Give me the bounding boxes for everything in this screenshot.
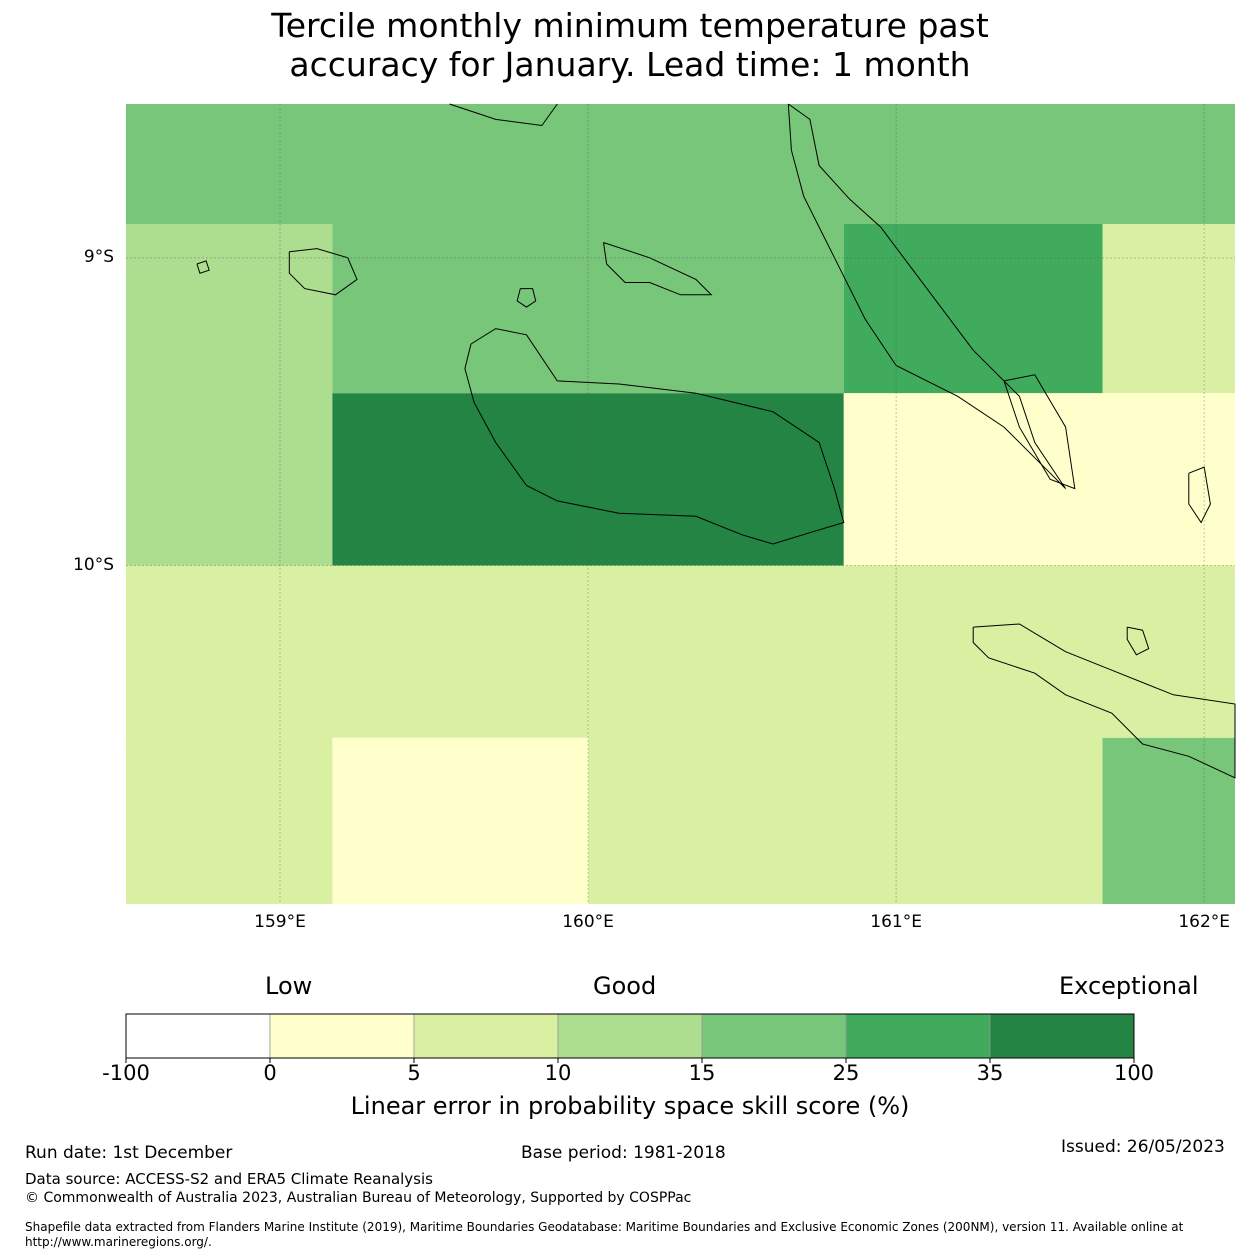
lon-label: 159°E [254, 912, 306, 932]
colorbar-tick-label: 35 [976, 1061, 1004, 1085]
coastline-savo [516, 288, 537, 308]
skill-cell-9 [126, 737, 333, 904]
title-line-1: Tercile monthly minimum temperature past [271, 6, 989, 45]
colorbar-bin-2 [269, 1013, 415, 1059]
coastline-guadalcanal [464, 328, 845, 545]
colorbar-bin-6 [845, 1013, 991, 1059]
colorbar-label: Linear error in probability space skill … [350, 1092, 910, 1120]
run-date: Run date: 1st December [25, 1143, 233, 1163]
coastline-small-malaita [1003, 374, 1076, 490]
colorbar-bin-5 [701, 1013, 847, 1059]
title-line-2: accuracy for January. Lead time: 1 month [289, 45, 971, 84]
lon-label: 161°E [870, 912, 922, 932]
colorbar-tick-label: 5 [407, 1061, 421, 1085]
lat-label: 10°S [73, 554, 114, 575]
colorbar-bin-1 [125, 1013, 271, 1059]
colorbar-tick-label: 10 [544, 1061, 572, 1085]
lon-label: 162°E [1178, 912, 1231, 932]
chart-title: Tercile monthly minimum temperature past… [0, 6, 1260, 84]
colorbar-bin-7 [989, 1013, 1135, 1059]
skill-cell-2 [126, 224, 333, 566]
skill-cells [126, 104, 1235, 904]
colorbar-tick-label: 15 [688, 1061, 716, 1085]
category-low: Low [265, 972, 313, 1000]
coastlines [196, 103, 1236, 779]
skill-cell-1 [126, 104, 1235, 224]
coastline-florida-islands [603, 242, 713, 296]
colorbar-outline [125, 1013, 1135, 1059]
category-exceptional: Exceptional [1059, 972, 1199, 1000]
colorbar-tick-label: -100 [102, 1061, 150, 1085]
lat-label: 9°S [83, 246, 114, 267]
colorbar [125, 1013, 1135, 1063]
skill-cell-10 [332, 737, 589, 904]
skill-cell-4 [843, 224, 1103, 394]
base-period: Base period: 1981-2018 [521, 1143, 726, 1163]
map-figure [126, 103, 1236, 904]
colorbar-tick-label: 0 [263, 1061, 277, 1085]
category-good: Good [593, 972, 657, 1000]
skill-cell-7 [843, 393, 1235, 566]
coastline-eastern-islet [1188, 466, 1211, 524]
coastline-russell-islands [288, 248, 358, 296]
colorbar-bin-4 [557, 1013, 703, 1059]
colorbar-tick-label: 25 [832, 1061, 860, 1085]
coastline-makira [972, 623, 1236, 779]
skill-cell-5 [1102, 224, 1235, 394]
skill-cell-8 [126, 565, 1235, 738]
lon-label: 160°E [562, 912, 614, 932]
gridlines [126, 104, 1235, 904]
skill-cell-3 [332, 224, 844, 394]
coastline-nggela-north [449, 103, 558, 127]
skill-cell-12 [1102, 737, 1235, 904]
skill-cell-11 [588, 737, 1103, 904]
coastline-small-islet [196, 260, 210, 274]
colorbar-bin-3 [413, 1013, 559, 1059]
shapefile-note: Shapefile data extracted from Flanders M… [25, 1220, 1184, 1249]
colorbar-tick-label: 100 [1113, 1061, 1155, 1085]
coastline-ulawa [1126, 626, 1150, 656]
coastline-malaita [787, 103, 1067, 489]
data-source: Data source: ACCESS-S2 and ERA5 Climate … [25, 1170, 433, 1188]
skill-cell-6 [332, 393, 844, 566]
copyright: © Commonwealth of Australia 2023, Austra… [25, 1190, 692, 1206]
issued-date: Issued: 26/05/2023 [1061, 1137, 1225, 1157]
